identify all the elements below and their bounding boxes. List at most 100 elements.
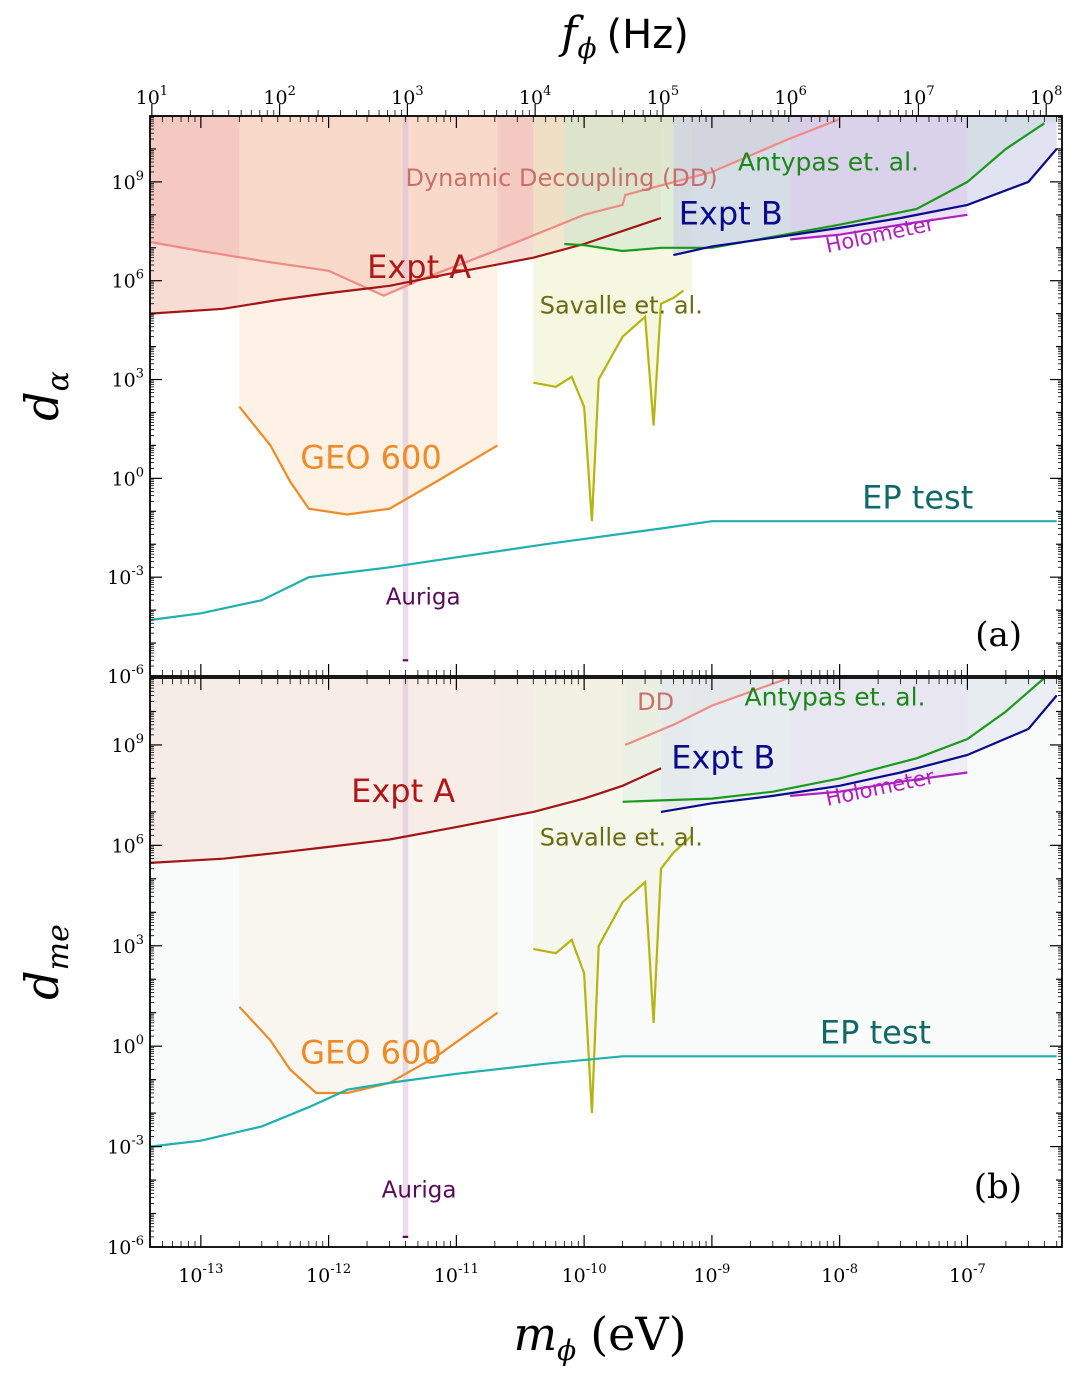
- label-expt-b: Expt B: [671, 738, 775, 776]
- x-tick-exponent: -8: [845, 1262, 858, 1277]
- y-tick-label: 106: [112, 832, 144, 857]
- top-tick-exponent: 3: [415, 84, 423, 99]
- x-tick-label: 10-11: [434, 1262, 479, 1287]
- y-tick-label: 100: [112, 1033, 144, 1058]
- label-geo-600: GEO 600: [300, 438, 441, 476]
- y-tick-label: 109: [112, 169, 144, 194]
- y-tick-base: 10: [112, 835, 136, 857]
- top-tick-exponent: 7: [926, 84, 934, 99]
- label-expt-b: Expt B: [679, 195, 783, 233]
- y-tick-base: 10: [107, 1237, 131, 1259]
- x-tick-base: 10: [562, 1265, 586, 1287]
- y-tick-exponent: -6: [131, 663, 144, 678]
- x-tick-base: 10: [434, 1265, 458, 1287]
- region-auriga: [403, 116, 409, 660]
- top-tick-base: 10: [391, 87, 415, 109]
- y-tick-base: 10: [107, 666, 131, 688]
- top-axis-unit: (Hz): [607, 12, 689, 58]
- top-tick-base: 10: [902, 87, 926, 109]
- x-tick-exponent: -9: [718, 1262, 731, 1277]
- y-axis-title-a: dα: [15, 371, 76, 421]
- x-tick-base: 10: [821, 1265, 845, 1287]
- y-tick-base: 10: [112, 172, 136, 194]
- x-tick-exponent: -13: [202, 1262, 223, 1277]
- label-dynamic-decoupling-dd: Dynamic Decoupling (DD): [406, 164, 718, 192]
- y-tick-label: 109: [112, 732, 144, 757]
- top-axis: 101 102 103 104 105 106 107 108: [136, 84, 1063, 116]
- x-axis-subscript: ϕ: [557, 1334, 576, 1367]
- label-dd: DD: [637, 688, 674, 716]
- label-savalle-et-al: Savalle et. al.: [540, 292, 703, 320]
- y-tick-label: 10-3: [107, 1134, 144, 1159]
- x-axis: 10-13 10-12 10-11 10-10 10-9 10-8 10-7: [178, 1262, 986, 1287]
- y-tick-label: 100: [112, 465, 144, 490]
- x-tick-exponent: -11: [458, 1262, 479, 1277]
- x-axis-title: mϕ (eV): [513, 1307, 686, 1367]
- label-expt-a: Expt A: [367, 248, 471, 286]
- curve-ep-test: [150, 521, 1057, 620]
- top-tick-exponent: 4: [543, 84, 551, 99]
- panel-b: DD Expt A GEO 600 Savalle et. al. Antypas et…: [107, 678, 1062, 1259]
- top-tick-exponent: 8: [1054, 84, 1062, 99]
- label-ep-test: EP test: [862, 479, 973, 517]
- top-tick-base: 10: [647, 87, 671, 109]
- label-expt-a: Expt A: [351, 772, 455, 810]
- x-tick-base: 10: [178, 1265, 202, 1287]
- y-tick-exponent: -3: [131, 564, 144, 579]
- y-tick-exponent: 3: [136, 933, 144, 948]
- y-tick-base: 10: [112, 271, 136, 293]
- y-tick-base: 10: [112, 370, 136, 392]
- y-tick-label: 10-6: [107, 1234, 144, 1259]
- top-axis-subscript: ϕ: [577, 32, 596, 65]
- y-tick-exponent: 6: [136, 832, 144, 847]
- x-tick-exponent: -10: [586, 1262, 607, 1277]
- x-tick-base: 10: [949, 1265, 973, 1287]
- y-tick-base: 10: [112, 1036, 136, 1058]
- y-axis-title-b: dme: [15, 924, 76, 1000]
- panel-b-label: (b): [974, 1167, 1022, 1207]
- x-axis-unit: (eV): [590, 1307, 686, 1361]
- top-tick-base: 10: [519, 87, 543, 109]
- y-tick-exponent: 0: [136, 1033, 144, 1048]
- label-savalle-et-al: Savalle et. al.: [540, 823, 703, 851]
- y-tick-base: 10: [112, 936, 136, 958]
- top-tick-base: 10: [263, 87, 287, 109]
- top-tick-exponent: 2: [288, 84, 296, 99]
- y-axis-a-symbol: d: [15, 391, 69, 420]
- y-axis-b-subscript: me: [41, 924, 76, 970]
- y-tick-exponent: 6: [136, 268, 144, 283]
- top-axis-title: fϕ (Hz): [558, 8, 689, 65]
- y-tick-label: 10-6: [107, 663, 144, 688]
- top-tick-exponent: 5: [671, 84, 679, 99]
- top-tick-exponent: 1: [160, 84, 168, 99]
- y-tick-exponent: 0: [136, 465, 144, 480]
- x-tick-base: 10: [306, 1265, 330, 1287]
- x-tick-label: 10-12: [306, 1262, 351, 1287]
- y-tick-base: 10: [107, 1137, 131, 1159]
- y-axis-b-symbol: d: [15, 970, 69, 999]
- y-tick-base: 10: [112, 468, 136, 490]
- label-antypas-et-al: Antypas et. al.: [745, 683, 926, 712]
- top-tick-base: 10: [136, 87, 160, 109]
- panel-a: Dynamic Decoupling (DD) Expt A GEO 600 Sava…: [107, 116, 1062, 688]
- y-tick-label: 10-3: [107, 564, 144, 589]
- label-geo-600: GEO 600: [300, 1034, 441, 1072]
- x-tick-exponent: -12: [330, 1262, 351, 1277]
- region-ep-test: [150, 678, 1057, 1147]
- panel-b-regions: [150, 678, 1057, 1237]
- region-auriga: [403, 678, 409, 1237]
- label-auriga: Auriga: [382, 1178, 457, 1204]
- top-tick-exponent: 6: [799, 84, 807, 99]
- x-tick-label: 10-8: [821, 1262, 858, 1287]
- top-tick-base: 10: [1030, 87, 1054, 109]
- y-tick-label: 103: [112, 933, 144, 958]
- y-tick-exponent: -3: [131, 1134, 144, 1149]
- x-tick-label: 10-13: [178, 1262, 223, 1287]
- y-tick-base: 10: [112, 735, 136, 757]
- y-tick-label: 103: [112, 367, 144, 392]
- y-tick-exponent: 3: [136, 367, 144, 382]
- top-tick-base: 10: [774, 87, 798, 109]
- y-tick-exponent: 9: [136, 169, 144, 184]
- x-tick-label: 10-10: [562, 1262, 607, 1287]
